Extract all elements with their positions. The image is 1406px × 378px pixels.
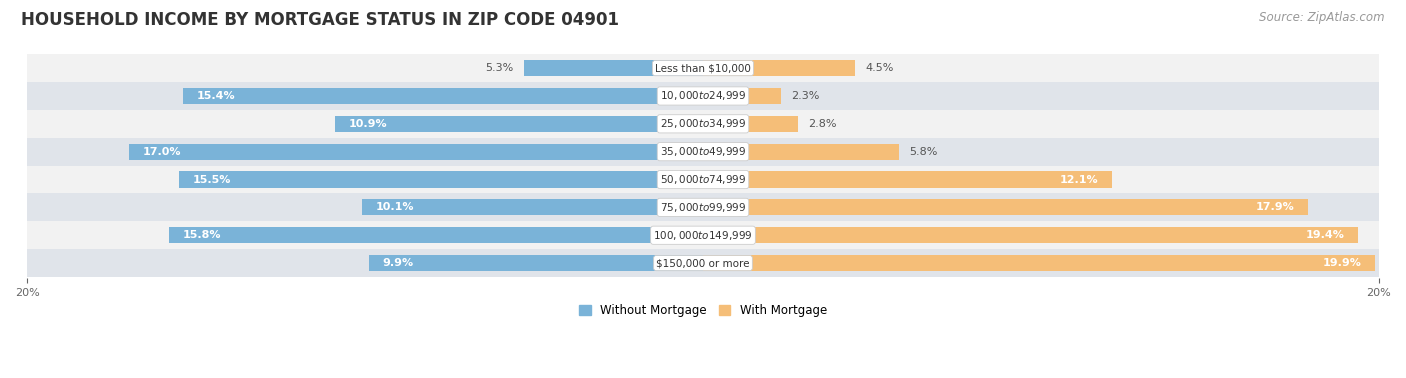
- Bar: [27, 110, 1379, 138]
- Legend: Without Mortgage, With Mortgage: Without Mortgage, With Mortgage: [574, 300, 832, 322]
- Bar: [27, 166, 1379, 194]
- Bar: [361, 199, 703, 215]
- Bar: [368, 255, 703, 271]
- Text: $25,000 to $34,999: $25,000 to $34,999: [659, 117, 747, 130]
- Text: 10.1%: 10.1%: [375, 202, 413, 212]
- Bar: [183, 88, 703, 104]
- Text: $10,000 to $24,999: $10,000 to $24,999: [659, 90, 747, 102]
- Text: $50,000 to $74,999: $50,000 to $74,999: [659, 173, 747, 186]
- Bar: [27, 138, 1379, 166]
- Bar: [335, 116, 703, 132]
- Bar: [703, 255, 1375, 271]
- Bar: [524, 60, 703, 76]
- Text: $150,000 or more: $150,000 or more: [657, 258, 749, 268]
- Text: $35,000 to $49,999: $35,000 to $49,999: [659, 145, 747, 158]
- Text: $75,000 to $99,999: $75,000 to $99,999: [659, 201, 747, 214]
- Text: Source: ZipAtlas.com: Source: ZipAtlas.com: [1260, 11, 1385, 24]
- Text: 4.5%: 4.5%: [865, 63, 894, 73]
- Bar: [703, 116, 797, 132]
- Bar: [27, 194, 1379, 221]
- Text: 5.8%: 5.8%: [910, 147, 938, 156]
- Text: 9.9%: 9.9%: [382, 258, 413, 268]
- Text: 19.4%: 19.4%: [1306, 230, 1346, 240]
- Bar: [703, 88, 780, 104]
- Text: 15.5%: 15.5%: [193, 175, 231, 184]
- Text: 17.0%: 17.0%: [142, 147, 181, 156]
- Bar: [703, 227, 1358, 243]
- Text: 10.9%: 10.9%: [349, 119, 387, 129]
- Text: HOUSEHOLD INCOME BY MORTGAGE STATUS IN ZIP CODE 04901: HOUSEHOLD INCOME BY MORTGAGE STATUS IN Z…: [21, 11, 619, 29]
- Bar: [27, 221, 1379, 249]
- Text: 19.9%: 19.9%: [1323, 258, 1362, 268]
- Text: 5.3%: 5.3%: [485, 63, 513, 73]
- Bar: [27, 54, 1379, 82]
- Bar: [703, 199, 1308, 215]
- Text: 2.3%: 2.3%: [790, 91, 820, 101]
- Bar: [703, 172, 1112, 187]
- Bar: [27, 82, 1379, 110]
- Text: 12.1%: 12.1%: [1060, 175, 1098, 184]
- Text: 15.8%: 15.8%: [183, 230, 221, 240]
- Bar: [27, 249, 1379, 277]
- Bar: [703, 60, 855, 76]
- Bar: [129, 144, 703, 160]
- Bar: [169, 227, 703, 243]
- Bar: [703, 144, 898, 160]
- Bar: [180, 172, 703, 187]
- Text: 2.8%: 2.8%: [807, 119, 837, 129]
- Text: 17.9%: 17.9%: [1256, 202, 1294, 212]
- Text: 15.4%: 15.4%: [197, 91, 235, 101]
- Text: Less than $10,000: Less than $10,000: [655, 63, 751, 73]
- Text: $100,000 to $149,999: $100,000 to $149,999: [654, 229, 752, 242]
